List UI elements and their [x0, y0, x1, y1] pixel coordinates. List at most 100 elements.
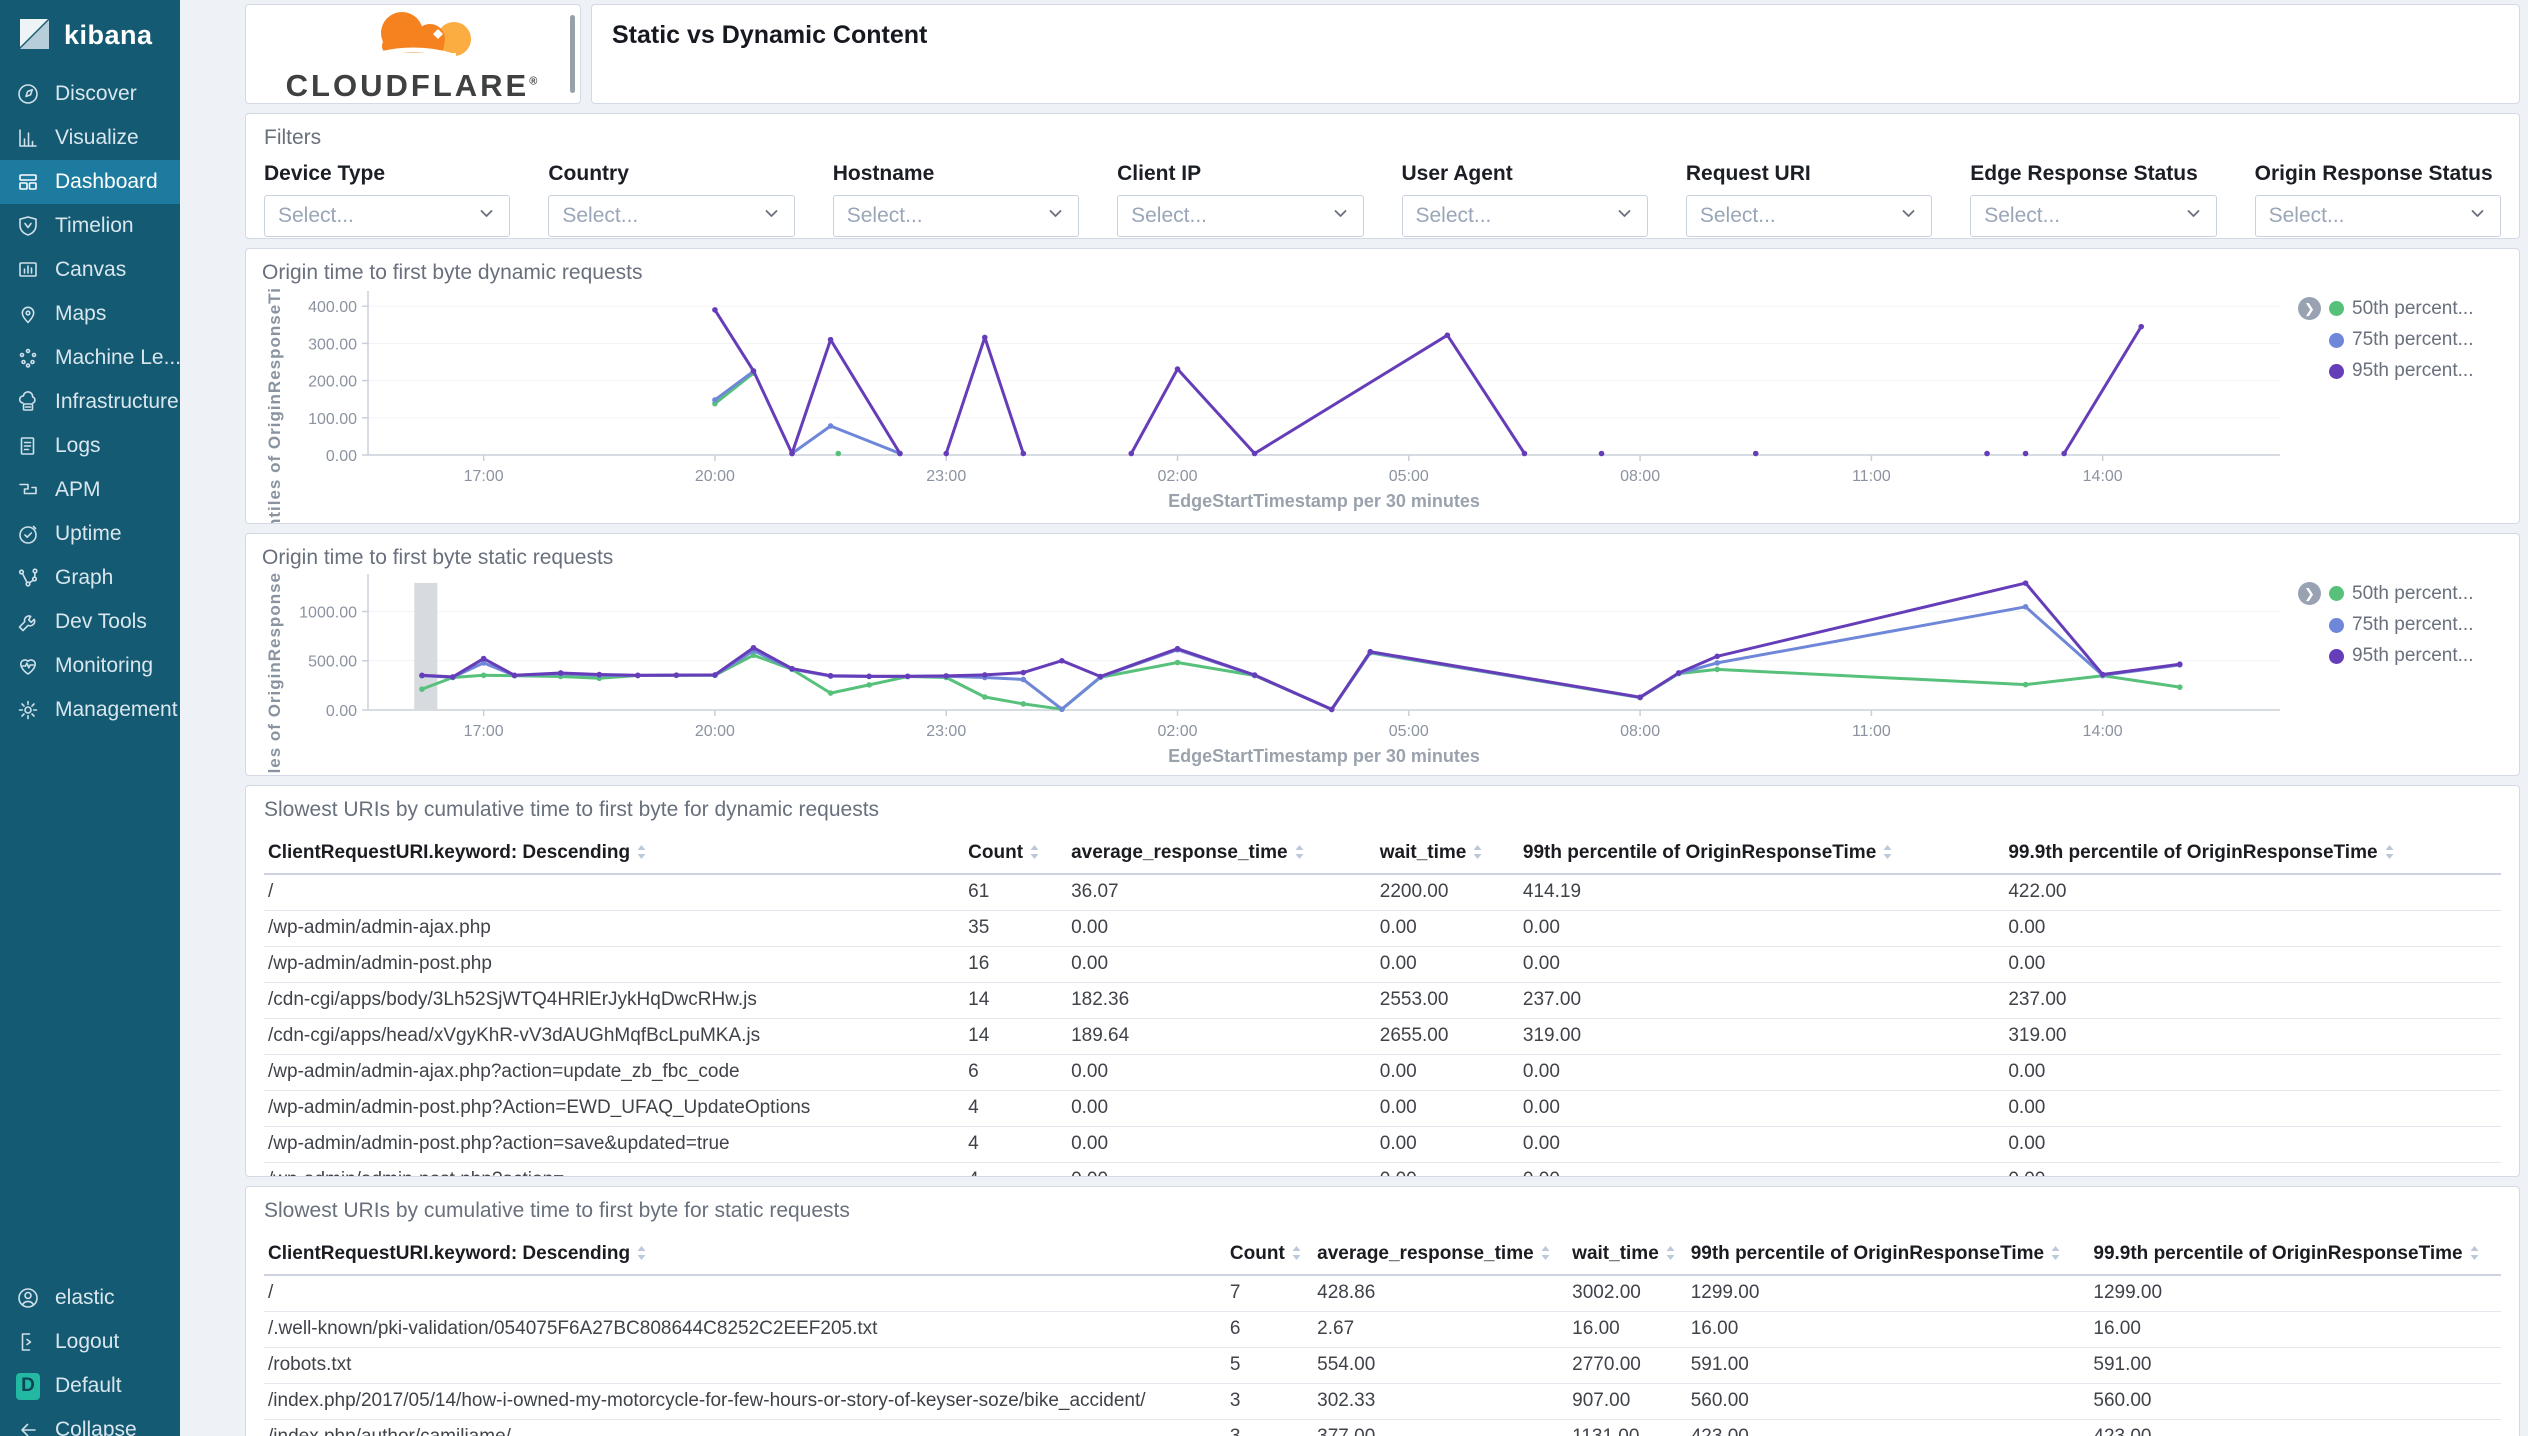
kibana-logo[interactable]: kibana	[0, 0, 180, 72]
column-header[interactable]: average_response_time	[1313, 1237, 1569, 1276]
document-lines-icon	[16, 434, 40, 458]
table-row[interactable]: /wp-admin/admin-post.php 16 0.00 0.00 0.00 0.…	[264, 946, 2501, 983]
table-row[interactable]: /wp-admin/admin-post.php?Action=EWD_UFAQ…	[264, 1090, 2501, 1127]
sidebar-footer-item-logout[interactable]: Logout	[0, 1320, 180, 1364]
column-header[interactable]: Count	[964, 836, 1068, 875]
dashboard-main: CLOUDFLARE® Static vs Dynamic Content Fi…	[180, 0, 2528, 1436]
legend-color-dot	[2329, 363, 2344, 379]
filter-placeholder: Select...	[278, 204, 354, 227]
chart-dynamic-body: Percentiles of OriginResponseTi 0.00 100.0…	[262, 287, 2503, 524]
column-header[interactable]: ClientRequestURI.keyword: Descending	[264, 836, 965, 875]
filter-select[interactable]: Select...	[264, 195, 511, 237]
slowest-uris-dynamic-table-title: Slowest URIs by cumulative time to first…	[264, 798, 880, 821]
table-cell: 423.00	[2089, 1419, 2501, 1436]
panel-scrollbar[interactable]	[570, 15, 575, 93]
filter-placeholder: Select...	[2268, 204, 2345, 227]
legend-toggle-icon[interactable]: ❯	[2298, 582, 2321, 605]
filter-select[interactable]: Select...	[832, 195, 1080, 237]
table-row[interactable]: /cdn-cgi/apps/body/3Lh52SjWTQ4HRlErJykHq…	[264, 982, 2501, 1019]
sidebar-footer-item-elastic[interactable]: elastic	[0, 1276, 180, 1320]
table-cell: 35	[964, 910, 1068, 947]
legend-item[interactable]: ❯ 50th percent...	[2298, 582, 2503, 605]
legend-item[interactable]: 95th percent...	[2298, 645, 2503, 667]
table-cell: 0.00	[1067, 910, 1376, 947]
wrench-icon	[16, 610, 40, 634]
legend-item[interactable]: 75th percent...	[2298, 614, 2503, 636]
sidebar-item-timelion[interactable]: Timelion	[0, 204, 180, 248]
svg-text:11:00: 11:00	[1852, 468, 1891, 485]
chart-dynamic-legend: ❯ 50th percent... 75th percent... 95th perc…	[2298, 287, 2503, 523]
legend-item[interactable]: 75th percent...	[2298, 329, 2503, 351]
sidebar-item-management[interactable]: Management	[0, 688, 180, 732]
table-row[interactable]: /wp-admin/admin-post.php?action=...40.00…	[264, 1162, 2501, 1176]
logout-icon	[16, 1330, 40, 1354]
legend-label: 50th percent...	[2352, 297, 2474, 319]
svg-text:20:00: 20:00	[695, 723, 735, 740]
sidebar-item-discover[interactable]: Discover	[0, 72, 180, 116]
column-header[interactable]: wait_time	[1568, 1237, 1687, 1276]
filter-select[interactable]: Select...	[1685, 195, 1933, 237]
filter-select[interactable]: Select...	[1970, 195, 2217, 237]
table-cell: /	[264, 1275, 1226, 1312]
column-header[interactable]: wait_time	[1375, 836, 1519, 875]
table-row[interactable]: /wp-admin/admin-post.php?action=save&upd…	[264, 1126, 2501, 1163]
filter-select[interactable]: Select...	[2254, 195, 2501, 237]
legend-item[interactable]: 95th percent...	[2298, 360, 2503, 382]
svg-text:05:00: 05:00	[1389, 468, 1429, 485]
table-row[interactable]: /7 428.86 3002.00 1299.00 1299.00	[264, 1275, 2501, 1312]
column-header[interactable]: ClientRequestURI.keyword: Descending	[264, 1237, 1226, 1276]
sidebar-item-monitoring[interactable]: Monitoring	[0, 644, 180, 688]
table-cell: 560.00	[2089, 1383, 2501, 1420]
column-header[interactable]: average_response_time	[1067, 836, 1376, 875]
table-row[interactable]: /wp-admin/admin-ajax.php?action=update_z…	[264, 1054, 2501, 1091]
legend-color-dot	[2329, 648, 2344, 664]
sidebar-item-machine-le[interactable]: Machine Le...	[0, 336, 180, 380]
sidebar-item-apm[interactable]: APM	[0, 468, 180, 512]
table-cell: 0.00	[2004, 946, 2501, 983]
table-row[interactable]: /index.php/author/camiliame/3377.001131.…	[264, 1419, 2501, 1436]
chart-static-plot[interactable]: 0.00 500.00 1000.00 17:00 20:00 23:00 02:00 05:…	[288, 572, 2298, 770]
chart-dynamic-title: Origin time to first byte dynamic reques…	[262, 261, 643, 284]
table-row[interactable]: /61 36.07 2200.00 414.19 422.00	[264, 874, 2501, 911]
svg-text:02:00: 02:00	[1157, 723, 1197, 740]
legend-item[interactable]: ❯ 50th percent...	[2298, 297, 2503, 320]
table-cell: 2770.00	[1568, 1347, 1687, 1384]
filter-select[interactable]: Select...	[548, 195, 795, 237]
sidebar-footer-label: elastic	[55, 1286, 115, 1309]
filter-label: User Agent	[1401, 162, 1513, 185]
column-header[interactable]: 99th percentile of OriginResponseTime	[1686, 1237, 2090, 1276]
sidebar-footer-item-default[interactable]: D Default	[0, 1364, 180, 1408]
column-header[interactable]: 99.9th percentile of OriginResponseTime	[2004, 836, 2501, 875]
chart-dynamic-plot[interactable]: 0.00 100.00 200.00 300.00 400.00 17:00 20:00 23…	[288, 287, 2298, 515]
table-cell: 4	[964, 1126, 1068, 1163]
sidebar-item-dashboard[interactable]: Dashboard	[0, 160, 180, 204]
sidebar-item-dev-tools[interactable]: Dev Tools	[0, 600, 180, 644]
sidebar-item-uptime[interactable]: Uptime	[0, 512, 180, 556]
y-axis-label: Percentiles of OriginResponseTi	[265, 287, 284, 524]
column-header[interactable]: Count	[1225, 1237, 1314, 1276]
sidebar-item-visualize[interactable]: Visualize	[0, 116, 180, 160]
sidebar-item-canvas[interactable]: Canvas	[0, 248, 180, 292]
filter-select[interactable]: Select...	[1117, 195, 1364, 237]
chevron-down-icon	[2468, 204, 2487, 228]
table-cell: 16.00	[1686, 1311, 2090, 1348]
table-row[interactable]: /.well-known/pki-validation/054075F6A27B…	[264, 1311, 2501, 1348]
table-row[interactable]: /index.php/2017/05/14/how-i-owned-my-mot…	[264, 1383, 2501, 1420]
legend-label: 95th percent...	[2352, 360, 2474, 381]
sidebar-item-infrastructure[interactable]: Infrastructure	[0, 380, 180, 424]
column-header[interactable]: 99th percentile of OriginResponseTime	[1518, 836, 2005, 875]
dashboard-title-panel: Static vs Dynamic Content	[591, 4, 2520, 104]
legend-toggle-icon[interactable]: ❯	[2298, 297, 2321, 320]
table-row[interactable]: /wp-admin/admin-ajax.php 35 0.00 0.00 0.00 0.…	[264, 910, 2501, 947]
table-row[interactable]: /cdn-cgi/apps/head/xVgyKhR-vV3dAUGhMqfBc…	[264, 1018, 2501, 1055]
table-cell: 0.00	[1067, 1162, 1376, 1176]
sidebar-footer-item-collapse[interactable]: Collapse	[0, 1408, 180, 1436]
filter-select[interactable]: Select...	[1401, 195, 1648, 237]
column-header[interactable]: 99.9th percentile of OriginResponseTime	[2089, 1237, 2501, 1276]
sidebar-item-label: Infrastructure	[55, 390, 179, 413]
sidebar-item-logs[interactable]: Logs	[0, 424, 180, 468]
sidebar-item-graph[interactable]: Graph	[0, 556, 180, 600]
table-row[interactable]: /robots.txt 5 554.00 2770.00 591.00 591.00	[264, 1347, 2501, 1384]
sidebar-item-maps[interactable]: Maps	[0, 292, 180, 336]
